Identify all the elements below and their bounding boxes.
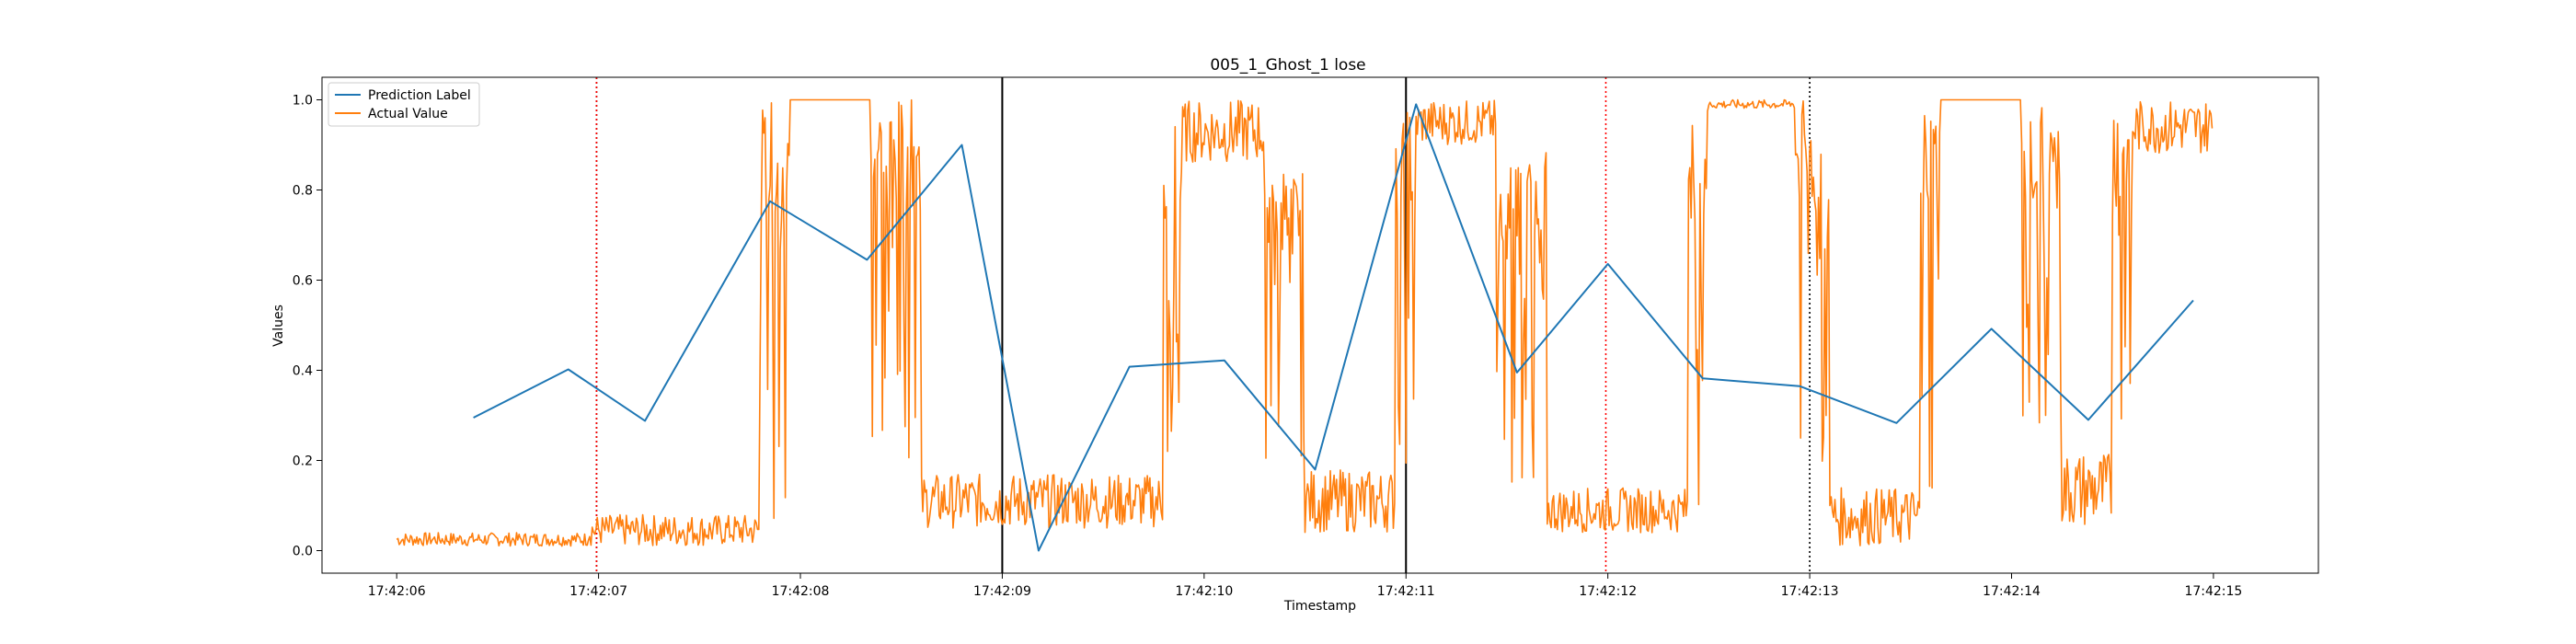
y-axis: 0.0 0.2 0.4 0.6 0.8 1.0 — [293, 94, 322, 559]
legend-box — [328, 82, 480, 127]
x-tick-label: 17:42:13 — [1781, 584, 1839, 599]
y-tick-label: 0.2 — [293, 454, 313, 469]
x-tick-label: 17:42:11 — [1377, 584, 1435, 599]
x-tick-label: 17:42:14 — [1983, 584, 2041, 599]
x-axis: 17:42:06 17:42:07 17:42:08 17:42:09 17:42:10… — [368, 573, 2242, 599]
x-axis-label: Timestamp — [1283, 599, 1356, 614]
x-tick-label: 17:42:09 — [973, 584, 1031, 599]
x-tick-label: 17:42:06 — [368, 584, 426, 599]
y-tick-label: 0.4 — [293, 364, 313, 379]
series-prediction-label-line — [473, 103, 2194, 552]
y-tick-label: 0.8 — [293, 184, 313, 199]
x-tick-label: 17:42:08 — [772, 584, 830, 599]
legend-label-actual-value: Actual Value — [368, 107, 448, 121]
x-tick-label: 17:42:12 — [1579, 584, 1637, 599]
x-tick-label: 17:42:10 — [1175, 584, 1233, 599]
plot-area — [322, 77, 2318, 573]
y-tick-label: 0.0 — [293, 545, 313, 559]
x-tick-label: 17:42:15 — [2184, 584, 2242, 599]
series-layer — [396, 98, 2214, 552]
x-tick-label: 17:42:07 — [569, 584, 627, 599]
legend-label-prediction-label: Prediction Label — [368, 88, 471, 103]
plot-frame — [321, 76, 2319, 574]
y-tick-label: 1.0 — [293, 94, 313, 109]
y-axis-label: Values — [271, 305, 286, 347]
y-tick-label: 0.6 — [293, 274, 313, 289]
chart-title: 005_1_Ghost_1 lose — [1210, 56, 1365, 75]
legend: Prediction Label Actual Value — [328, 82, 480, 127]
series-actual-value-line — [396, 98, 2214, 547]
